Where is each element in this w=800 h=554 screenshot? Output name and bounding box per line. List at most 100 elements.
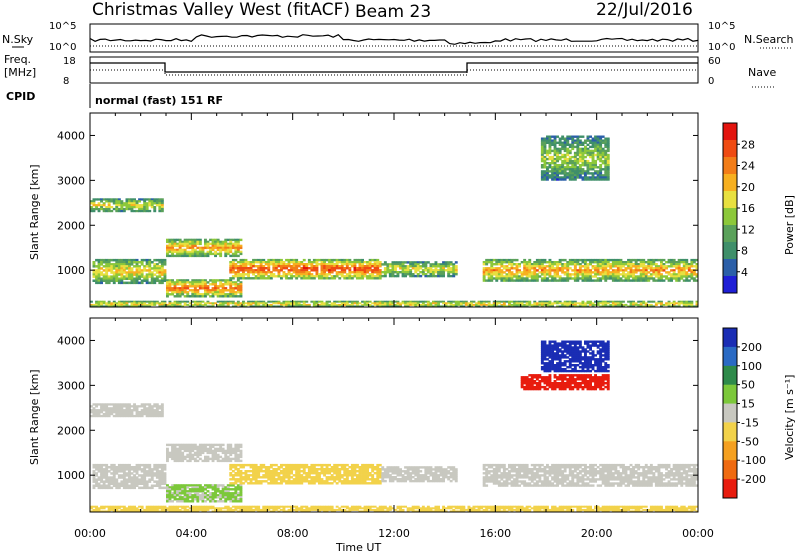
freq-tick-bottom: 8 <box>63 76 69 87</box>
colorbar-tick-label: -100 <box>741 454 766 467</box>
echo-region <box>92 258 167 285</box>
y-tick-label: 1000 <box>57 264 85 277</box>
colorbar-segment <box>723 225 737 243</box>
colorbar-tick-label: 100 <box>741 360 762 373</box>
colorbar-segment <box>723 384 737 404</box>
echo-region <box>90 403 164 418</box>
echo-region <box>229 258 382 280</box>
cpid-label: CPID <box>6 90 35 103</box>
nsky-panel <box>89 23 699 53</box>
x-tick-label: 20:00 <box>581 527 613 540</box>
colorbar-segment <box>723 479 737 499</box>
colorbar-segment <box>723 174 737 192</box>
echo-region <box>482 258 699 282</box>
nsky-tick-top: 10^5 <box>49 21 76 32</box>
nsky-series <box>89 33 699 45</box>
x-tick-label: 12:00 <box>378 527 410 540</box>
nsky-tick-bottom-right: 10^0 <box>708 42 735 53</box>
colorbar-tick-label: 16 <box>741 202 755 215</box>
echo-region <box>90 505 699 513</box>
colorbar-tick-label: 15 <box>741 398 755 411</box>
x-axis-label: Time UT <box>335 541 381 554</box>
freq-series <box>90 62 698 73</box>
colorbar-tick-label: 8 <box>741 245 748 258</box>
echo-region <box>381 466 458 483</box>
nave-label: Nave <box>748 66 776 79</box>
y-tick-label: 4000 <box>57 129 85 142</box>
echo-region <box>482 463 699 487</box>
colorbar-tick-label: 200 <box>741 341 762 354</box>
cpid-text: normal (fast) 151 RF <box>95 94 223 107</box>
y-tick-label: 2000 <box>57 424 85 437</box>
colorbar-segment <box>723 208 737 226</box>
echo-region <box>381 261 458 278</box>
echo-region <box>166 238 243 258</box>
velocity-panel: 4000 3000 2000 1000 Slant Range [km] 00:00 04:… <box>28 317 796 540</box>
freq-tick-top: 18 <box>63 56 76 67</box>
nsky-tick-top-right: 10^5 <box>708 21 735 32</box>
nsearch-label: N.Search <box>744 33 794 46</box>
nsky-tick-bottom: 10^0 <box>49 42 76 53</box>
colorbar-tick-label: 12 <box>741 223 755 236</box>
colorbar-segment <box>723 422 737 442</box>
echo-region <box>90 300 699 308</box>
y-axis-label: Slant Range [km] <box>28 164 41 260</box>
colorbar-segment <box>723 140 737 158</box>
colorbar-segment <box>723 123 737 141</box>
colorbar-segment <box>723 328 737 348</box>
beam-label: Beam 23 <box>355 2 431 22</box>
colorbar-tick-label: -200 <box>741 473 766 486</box>
colorbar-tick-label: 50 <box>741 379 755 392</box>
nsky-label: N.Sky <box>2 33 34 46</box>
echo-region <box>166 279 243 298</box>
power-panel: 4000 3000 2000 1000 Slant Range [km] 28 24 20 16… <box>28 112 796 308</box>
colorbar-segment <box>723 276 737 294</box>
colorbar-frame <box>722 327 738 499</box>
y-axis-label: Slant Range [km] <box>28 369 41 465</box>
colorbar-tick-label: 4 <box>741 266 748 279</box>
nave-series <box>90 69 698 76</box>
echo-region <box>229 463 382 485</box>
colorbar-segment <box>723 157 737 175</box>
colorbar-segment <box>723 259 737 277</box>
echo-region <box>166 443 243 463</box>
x-tick-label: 16:00 <box>479 527 511 540</box>
date-label: 22/Jul/2016 <box>596 0 693 20</box>
echo-region <box>166 484 243 503</box>
figure-title: Christmas Valley West (fitACF) <box>92 0 350 20</box>
y-tick-label: 1000 <box>57 469 85 482</box>
colorbar-label: Velocity [m s⁻¹] <box>783 375 796 460</box>
colorbar-tick-label: 28 <box>741 138 755 151</box>
echo-region <box>90 198 164 213</box>
echo-region <box>540 135 610 181</box>
echo-region <box>520 374 610 391</box>
colorbar-tick-label: -50 <box>741 435 759 448</box>
colorbar-segment <box>723 191 737 209</box>
colorbar-segment <box>723 346 737 367</box>
colorbar-tick-label: 24 <box>741 160 755 173</box>
colorbar-segment <box>723 365 737 385</box>
nave-tick-top: 60 <box>708 56 721 67</box>
colorbar-tick-label: -15 <box>741 416 759 429</box>
freq-panel <box>89 56 699 84</box>
x-tick-label: 08:00 <box>277 527 309 540</box>
x-tick-label: 00:00 <box>74 527 106 540</box>
echo-region <box>540 340 610 373</box>
colorbar-segment <box>723 441 737 461</box>
y-tick-label: 3000 <box>57 379 85 392</box>
colorbar-tick-label: 20 <box>741 181 755 194</box>
x-tick-label: 00:00 <box>682 527 714 540</box>
colorbar-segment <box>723 460 737 480</box>
nave-tick-bottom: 0 <box>708 76 714 87</box>
echo-region <box>92 463 167 490</box>
x-tick-label: 04:00 <box>175 527 207 540</box>
freq-label-1: Freq. <box>4 53 31 66</box>
freq-plot <box>90 62 698 76</box>
colorbar-segment <box>723 403 737 423</box>
y-tick-label: 2000 <box>57 219 85 232</box>
colorbar-label: Power [dB] <box>783 195 796 255</box>
freq-label-2: [MHz] <box>4 66 36 79</box>
colorbar-segment <box>723 242 737 260</box>
y-tick-label: 4000 <box>57 334 85 347</box>
